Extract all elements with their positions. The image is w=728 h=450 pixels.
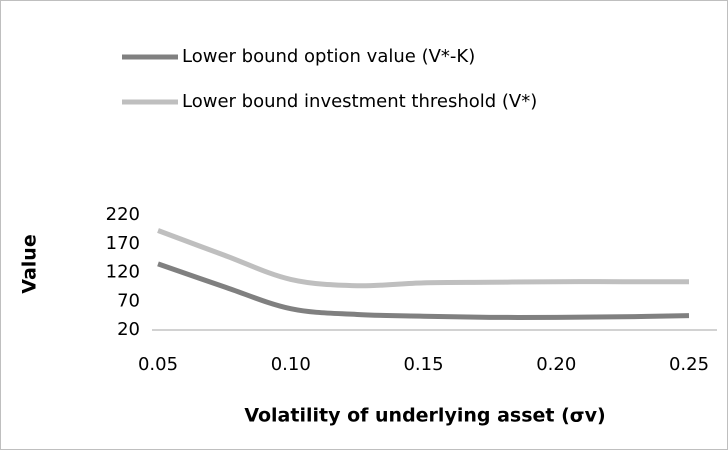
- x-tick-label: 0.25: [669, 354, 709, 375]
- legend-label: Lower bound investment threshold (V*): [182, 91, 537, 112]
- x-tick-label: 0.10: [271, 354, 311, 375]
- x-axis-title: Volatility of underlying asset (σv): [244, 405, 605, 427]
- x-tick-label: 0.05: [138, 354, 178, 375]
- x-tick-label: 0.20: [536, 354, 576, 375]
- y-tick-label: 220: [106, 204, 140, 225]
- y-tick-label: 70: [117, 290, 140, 311]
- y-tick-label: 170: [106, 233, 140, 254]
- series-line: [157, 228, 689, 289]
- y-tick-label: 20: [117, 319, 140, 340]
- legend-label: Lower bound option value (V*-K): [182, 46, 475, 67]
- x-tick-label: 0.15: [403, 354, 443, 375]
- series-line: [157, 261, 690, 320]
- y-tick-label: 120: [106, 262, 140, 283]
- y-axis-title: Value: [19, 234, 41, 293]
